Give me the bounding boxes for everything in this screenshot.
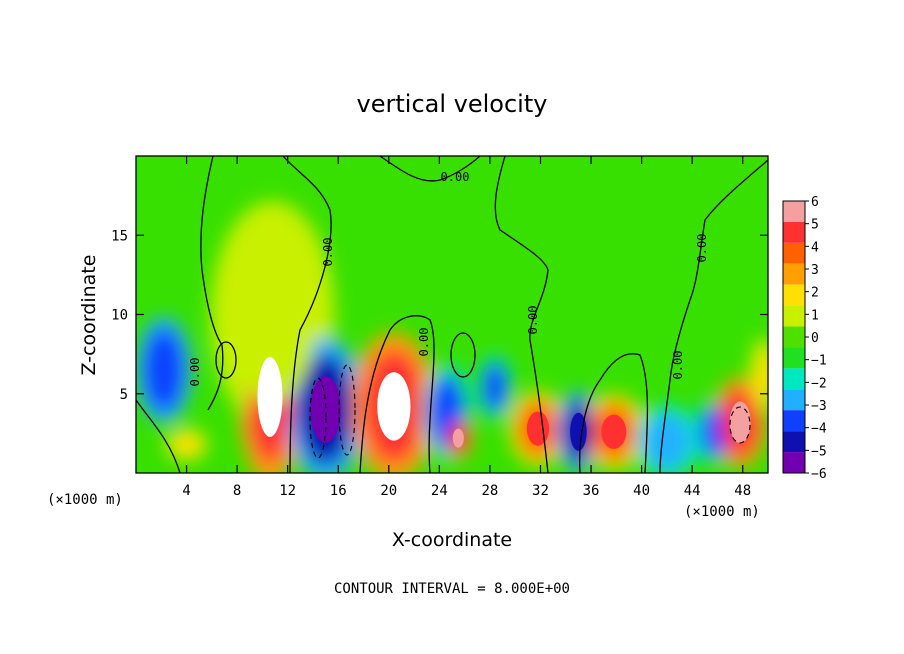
colorbar-swatch — [783, 263, 805, 285]
colorbar-label: 6 — [811, 195, 819, 210]
colorbar-label: −3 — [811, 399, 827, 414]
colorbar-swatch — [783, 368, 805, 390]
contour-label: 0.00 — [188, 358, 202, 387]
colorbar-swatch — [783, 305, 805, 327]
colorbar-swatch — [783, 221, 805, 243]
contour-line — [450, 332, 476, 378]
y-axis-ticks: 5 10 15 — [111, 228, 768, 403]
field-cell — [644, 412, 690, 470]
contour-label: 0.00 — [671, 351, 685, 380]
contour-line — [136, 399, 181, 473]
field-core — [601, 414, 627, 449]
x-tick-label: 48 — [734, 483, 751, 499]
contour-line — [359, 315, 435, 473]
field-cell — [754, 346, 768, 404]
field-core — [310, 376, 341, 443]
contour-line — [215, 341, 237, 379]
contour-label: 0.00 — [695, 234, 709, 263]
colorbar-label: 3 — [811, 263, 819, 278]
contour-line — [200, 156, 224, 411]
contour-label: 0.00 — [526, 306, 540, 335]
colorbar-label: 2 — [811, 286, 819, 301]
contour-line — [379, 156, 481, 182]
colorbar-swatch — [783, 389, 805, 411]
colorbar-swatch — [783, 201, 805, 222]
x-tick-label: 20 — [380, 483, 397, 499]
y-tick-label: 15 — [111, 228, 128, 244]
negative-contours — [309, 364, 751, 459]
plot-area: 0.00 0.00 0.00 0.00 0.00 0.00 0.00 — [136, 156, 768, 473]
velocity-field — [136, 201, 768, 473]
field-cell — [171, 431, 202, 458]
colorbar-swatch — [783, 347, 805, 369]
y-tick-label: 5 — [120, 387, 128, 403]
x-tick-label: 8 — [233, 483, 241, 499]
contour-label: 0.00 — [441, 170, 470, 184]
colorbar-swatch — [783, 410, 805, 432]
colorbar-label: −1 — [811, 354, 827, 369]
x-tick-label: 4 — [182, 483, 190, 499]
field-core — [377, 372, 411, 441]
x-tick-label: 44 — [684, 483, 701, 499]
contour-interval-note: CONTOUR INTERVAL = 8.000E+00 — [334, 581, 570, 597]
colorbar-label: −4 — [811, 422, 827, 437]
colorbar-label: −5 — [811, 444, 827, 459]
contour-line — [282, 156, 332, 473]
field-cell — [143, 328, 185, 412]
x-tick-label: 40 — [633, 483, 650, 499]
field-core — [570, 412, 587, 451]
chart-title: vertical velocity — [357, 90, 548, 118]
x-tick-label: 16 — [330, 483, 347, 499]
colorbar-swatch — [783, 284, 805, 306]
x-tick-label: 12 — [279, 483, 296, 499]
x-tick-label: 36 — [583, 483, 600, 499]
zero-contours — [136, 156, 768, 473]
contour-line — [494, 156, 549, 473]
colorbar-swatch — [783, 326, 805, 348]
colorbar-swatch — [783, 242, 805, 264]
field-core — [526, 411, 550, 446]
x-tick-label: 24 — [431, 483, 448, 499]
colorbar-label: −2 — [811, 376, 827, 391]
x-tick-label: 32 — [532, 483, 549, 499]
x-unit-left: (×1000 m) — [47, 492, 123, 508]
colorbar-label: −6 — [811, 467, 827, 482]
x-tick-label: 28 — [481, 483, 498, 499]
x-unit-right: (×1000 m) — [684, 504, 760, 520]
x-axis-ticks: 4 8 12 16 20 24 28 32 36 40 44 48 — [182, 156, 751, 499]
contour-label: 0.00 — [417, 328, 431, 357]
contour-labels: 0.00 0.00 0.00 0.00 0.00 0.00 0.00 — [188, 170, 709, 386]
field-cell — [228, 227, 317, 402]
colorbar-label: 0 — [811, 331, 819, 346]
colorbar-label: 5 — [811, 218, 819, 233]
contour-line — [579, 353, 649, 473]
colorbar-label: 1 — [811, 308, 819, 323]
extreme-cores — [257, 356, 751, 451]
y-axis-label: Z-coordinate — [78, 255, 100, 376]
contour-line — [659, 159, 768, 473]
colorbar: 6 5 4 3 2 1 0 −1 −2 −3 −4 −5 −6 — [782, 195, 827, 482]
colorbar-label: 4 — [811, 240, 819, 255]
field-core — [729, 401, 751, 444]
negative-contour — [309, 377, 327, 459]
contour-label: 0.00 — [321, 238, 335, 267]
field-cell — [482, 362, 508, 413]
colorbar-swatch — [783, 431, 805, 453]
field-core — [257, 356, 283, 437]
negative-contour — [729, 406, 751, 444]
y-tick-label: 10 — [111, 308, 128, 324]
colorbar-swatch — [783, 452, 805, 473]
field-core — [452, 428, 464, 448]
x-axis-label: X-coordinate — [392, 529, 512, 551]
negative-contour — [338, 364, 356, 456]
